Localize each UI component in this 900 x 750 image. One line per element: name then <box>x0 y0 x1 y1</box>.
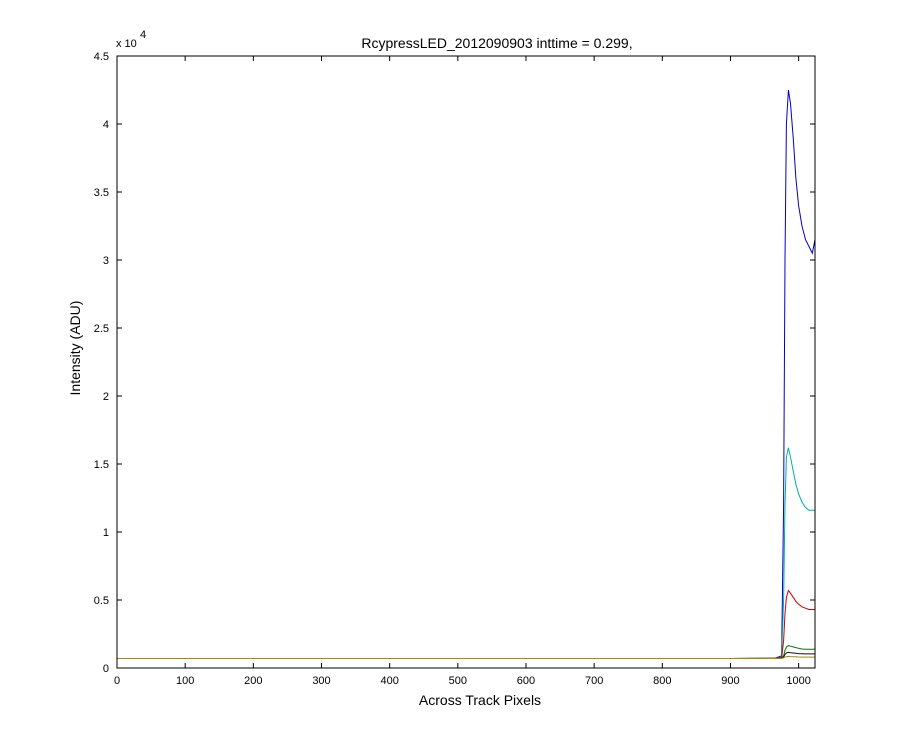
x-tick-label: 800 <box>653 675 671 687</box>
y-tick-label: 3.5 <box>94 187 109 199</box>
y-tick-label: 0.5 <box>94 595 109 607</box>
x-axis-title: Across Track Pixels <box>419 692 541 708</box>
x-tick-label: 0 <box>114 675 120 687</box>
y-tick-label: 4 <box>103 119 109 131</box>
x-tick-label: 400 <box>380 675 398 687</box>
x-tick-label: 100 <box>176 675 194 687</box>
chart-title: RcypressLED_2012090903 inttime = 0.299, <box>361 35 632 51</box>
y-axis-title: Intensity (ADU) <box>67 301 83 396</box>
y-tick-label: 2.5 <box>94 323 109 335</box>
series-layer <box>117 89 816 659</box>
y-tick-label: 4.5 <box>94 51 109 63</box>
y-tick-label: 1 <box>103 527 109 539</box>
series-line-6 <box>117 655 815 659</box>
y-multiplier-label: x 10 <box>116 38 137 50</box>
x-tick-label: 1000 <box>786 675 810 687</box>
y-tick-label: 3 <box>103 255 109 267</box>
plot-area-background <box>117 56 815 668</box>
y-tick-label: 2 <box>103 391 109 403</box>
x-tick-label: 500 <box>449 675 467 687</box>
x-tick-label: 700 <box>585 675 603 687</box>
x-tick-label: 900 <box>721 675 739 687</box>
y-axis: 0 0.5 1 1.5 2 2.5 3 3.5 4 4.5 <box>94 51 815 675</box>
x-axis: 0 100 200 300 400 500 600 700 800 900 1000 <box>114 56 811 687</box>
x-tick-label: 300 <box>312 675 330 687</box>
y-tick-label: 0 <box>103 663 109 675</box>
x-tick-label: 200 <box>244 675 262 687</box>
y-tick-label: 1.5 <box>94 459 109 471</box>
x-tick-label: 600 <box>517 675 535 687</box>
series-line-1 <box>117 89 816 659</box>
plot-frame <box>116 55 816 669</box>
y-multiplier-exponent: 4 <box>140 29 146 41</box>
